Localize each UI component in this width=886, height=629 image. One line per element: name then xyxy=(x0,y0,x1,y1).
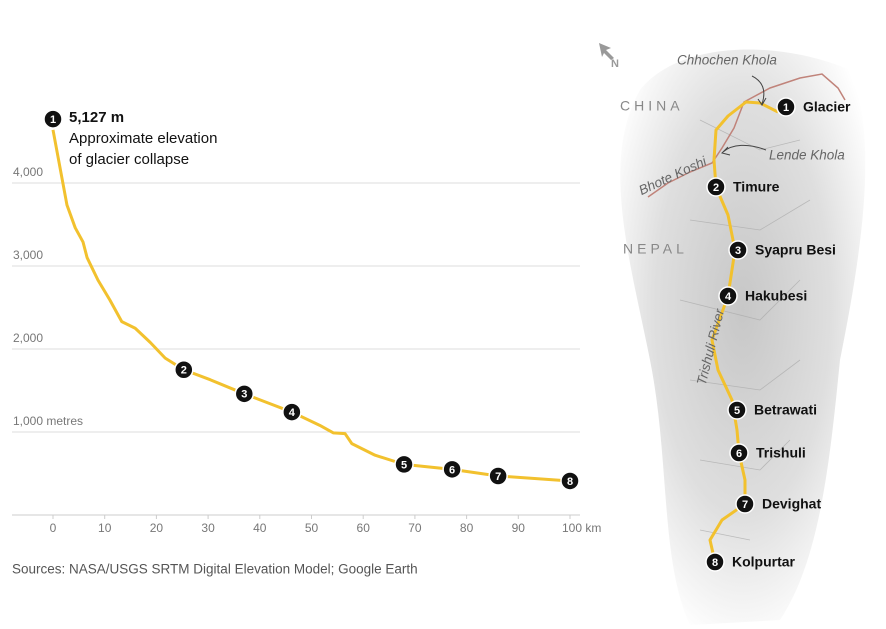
stop-dot xyxy=(706,177,726,197)
stop-name: Timure xyxy=(733,179,780,195)
stop-name: Syapru Besi xyxy=(755,242,836,258)
x-tick-label: 40 xyxy=(253,521,267,535)
marker-label: 7 xyxy=(495,471,501,483)
annotation-text: of glacier collapse xyxy=(69,151,189,168)
stop-dot xyxy=(776,97,796,117)
region-label: CHINA xyxy=(620,98,684,114)
region-label: NEPAL xyxy=(623,241,688,257)
stop-dot xyxy=(718,286,738,306)
marker: 1 xyxy=(43,109,63,129)
stop-name: Devighat xyxy=(762,496,821,512)
marker-dot xyxy=(488,466,508,486)
x-tick-label: 70 xyxy=(408,521,422,535)
stop-number: 8 xyxy=(712,557,718,569)
marker-dot xyxy=(43,109,63,129)
marker-dot xyxy=(394,454,414,475)
marker-label: 2 xyxy=(181,365,187,377)
x-tick-label: 60 xyxy=(357,521,371,535)
marker-dot xyxy=(174,360,194,380)
stop-number: 1 xyxy=(783,102,789,114)
stop-number: 2 xyxy=(713,182,719,194)
x-tick-label: 10 xyxy=(98,521,112,535)
stop-name: Hakubesi xyxy=(745,288,807,304)
terrain-ridges xyxy=(679,119,811,541)
x-tick-label: 100 km xyxy=(562,521,601,535)
compass-label: N xyxy=(611,58,619,70)
x-tick-label: 20 xyxy=(150,521,164,535)
marker-label: 5 xyxy=(401,459,407,471)
stop-number: 3 xyxy=(735,245,741,257)
stop-number: 5 xyxy=(734,405,740,417)
marker: 5 xyxy=(394,454,414,475)
x-tick-label: 30 xyxy=(201,521,215,535)
river-label: Lende Khola xyxy=(769,148,845,163)
x-tick-label: 50 xyxy=(305,521,319,535)
marker: 6 xyxy=(442,459,462,480)
marker-label: 1 xyxy=(50,114,56,126)
marker-label: 6 xyxy=(449,464,455,476)
arrow xyxy=(721,144,767,156)
y-tick-label: 1,000 metres xyxy=(13,414,83,428)
arrow xyxy=(751,75,767,106)
border xyxy=(647,73,846,198)
marker: 2 xyxy=(174,360,194,380)
y-tick-label: 4,000 xyxy=(13,165,43,179)
y-tick-label: 3,000 xyxy=(13,248,43,262)
x-tick-label: 80 xyxy=(460,521,474,535)
marker-label: 4 xyxy=(289,407,296,419)
stop-dot xyxy=(735,494,755,514)
annotation-text: Approximate elevation xyxy=(69,130,217,147)
y-tick-label: 2,000 xyxy=(13,331,43,345)
stop-dot xyxy=(729,443,749,463)
marker-label: 8 xyxy=(567,476,573,488)
marker: 8 xyxy=(560,471,580,491)
stop-number: 4 xyxy=(725,291,732,303)
compass-arrow xyxy=(599,43,614,60)
marker: 3 xyxy=(234,384,255,404)
marker: 7 xyxy=(488,466,508,486)
stop-dot xyxy=(728,240,748,260)
stop-dot xyxy=(705,552,725,572)
marker-dot xyxy=(282,402,302,422)
marker-dot xyxy=(560,471,580,491)
marker-dot xyxy=(234,384,255,404)
river-label: Chhochen Khola xyxy=(677,53,777,68)
stop-name: Kolpurtar xyxy=(732,554,796,570)
elevation-line xyxy=(51,129,571,483)
stop-name: Glacier xyxy=(803,99,851,115)
stop-number: 6 xyxy=(736,448,742,460)
x-tick-label: 0 xyxy=(50,521,57,535)
stop-number: 7 xyxy=(742,499,748,511)
x-tick-label: 90 xyxy=(512,521,526,535)
annotation-value: 5,127 m xyxy=(69,109,124,126)
terrain xyxy=(620,49,866,626)
stop-name: Betrawati xyxy=(754,402,817,418)
marker: 4 xyxy=(282,402,302,422)
marker-dot xyxy=(442,459,462,480)
stop-name: Trishuli xyxy=(756,445,806,461)
stop-dot xyxy=(727,400,747,420)
marker-label: 3 xyxy=(241,389,247,401)
source: Sources: NASA/USGS SRTM Digital Elevatio… xyxy=(12,562,418,577)
